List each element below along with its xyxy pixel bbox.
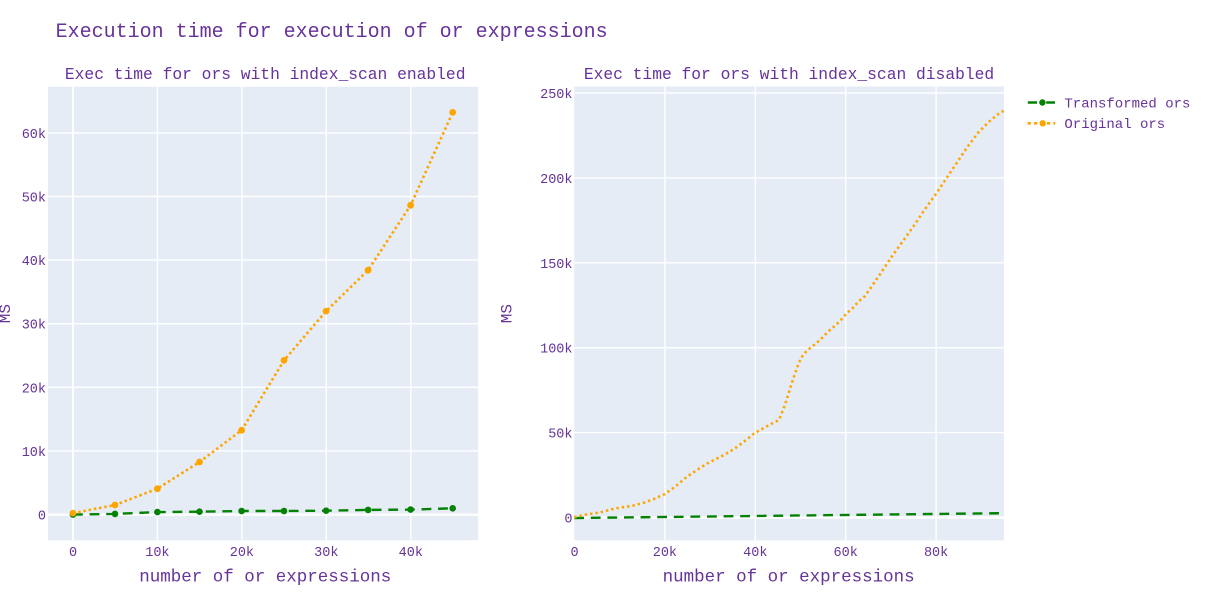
svg-text:20k: 20k [653,546,677,561]
svg-text:30k: 30k [314,546,338,561]
svg-text:0: 0 [69,546,77,561]
svg-text:50k: 50k [548,428,572,443]
svg-text:150k: 150k [540,258,572,273]
svg-text:MS: MS [498,304,516,323]
svg-text:200k: 200k [540,173,572,188]
svg-text:Exec time for ors with index_s: Exec time for ors with index_scan disabl… [584,65,994,84]
svg-text:20k: 20k [22,382,46,397]
svg-text:number of or expressions: number of or expressions [139,567,391,587]
svg-text:40k: 40k [22,255,46,270]
svg-text:50k: 50k [22,192,46,207]
svg-text:250k: 250k [540,88,572,103]
svg-text:80k: 80k [924,546,948,561]
svg-text:100k: 100k [540,343,572,358]
svg-text:MS: MS [0,304,15,323]
svg-text:Execution time for execution o: Execution time for execution of or expre… [56,21,608,44]
svg-text:60k: 60k [22,128,46,143]
svg-text:0: 0 [564,513,572,528]
svg-text:40k: 40k [743,546,767,561]
svg-text:Transformed ors: Transformed ors [1064,96,1190,112]
svg-text:0: 0 [570,546,578,561]
svg-text:60k: 60k [834,546,858,561]
svg-text:10k: 10k [145,546,169,561]
svg-text:10k: 10k [22,446,46,461]
svg-text:40k: 40k [399,546,423,561]
svg-text:Exec time for ors with index_s: Exec time for ors with index_scan enable… [65,65,466,84]
svg-text:30k: 30k [22,319,46,334]
svg-text:20k: 20k [230,546,254,561]
svg-text:Original ors: Original ors [1064,117,1165,133]
svg-text:number of or expressions: number of or expressions [663,567,915,587]
svg-text:0: 0 [38,510,46,525]
